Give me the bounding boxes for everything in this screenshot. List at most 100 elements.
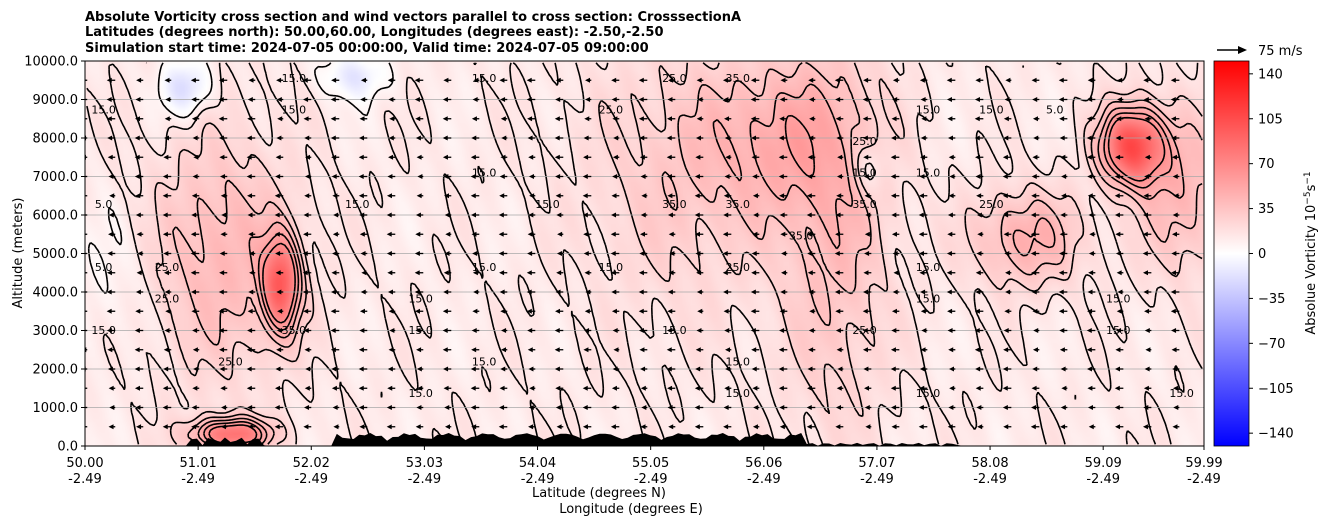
wind-vector-head bbox=[107, 154, 113, 160]
contour-label: 25.0 bbox=[155, 261, 180, 274]
wind-vector-head bbox=[248, 251, 254, 256]
wind-vector-head bbox=[1170, 97, 1176, 102]
wind-vector-head bbox=[276, 77, 282, 83]
wind-vector-head bbox=[163, 154, 169, 160]
y-tick-label: 8000.0 bbox=[33, 132, 79, 147]
wind-vector-head bbox=[947, 231, 953, 237]
wind-vector-head bbox=[724, 116, 730, 122]
wind-vector-head bbox=[1032, 97, 1038, 102]
wind-vector-head bbox=[107, 135, 113, 141]
wind-vector-head bbox=[695, 135, 701, 141]
wind-vector-head bbox=[416, 154, 422, 160]
wind-vector-head bbox=[613, 347, 619, 353]
wind-vector-head bbox=[1088, 251, 1094, 256]
wind-vector-head bbox=[1003, 116, 1009, 122]
wind-vector-head bbox=[500, 97, 506, 102]
wind-vector-head bbox=[864, 231, 870, 237]
contour-line bbox=[203, 112, 1173, 446]
wind-vector-head bbox=[220, 231, 226, 237]
wind-vector-head bbox=[302, 270, 308, 276]
wind-vector-head bbox=[163, 270, 169, 276]
wind-vector-head bbox=[807, 270, 813, 276]
contour-label: 35.0 bbox=[662, 198, 687, 211]
wind-vector-head bbox=[975, 366, 981, 372]
wind-vector-head bbox=[387, 77, 393, 83]
y-tick-label: 4000.0 bbox=[33, 286, 79, 301]
wind-vector-head bbox=[666, 328, 672, 333]
wind-vector-head bbox=[218, 135, 224, 141]
wind-vector-head bbox=[835, 97, 841, 102]
y-axis-label: Altitude (meters) bbox=[11, 198, 26, 309]
wind-vector-head bbox=[584, 116, 590, 122]
wind-vector-head bbox=[305, 154, 311, 160]
wind-vector-head bbox=[723, 308, 729, 314]
wind-vector-head bbox=[1087, 308, 1093, 314]
wind-vector-head bbox=[862, 328, 868, 333]
colorbar-label: Absolue Vorticity 10−5s−1 bbox=[1303, 171, 1319, 334]
x-tick-label-longitude: -2.49 bbox=[1086, 472, 1120, 487]
wind-vector-head bbox=[275, 366, 281, 372]
wind-vector-head bbox=[304, 135, 310, 141]
wind-vector-head bbox=[695, 347, 701, 353]
colorbar-label-text: Absolue Vorticity 10 bbox=[1304, 205, 1319, 335]
contour-label: 15.0 bbox=[472, 261, 497, 274]
wind-vector-head bbox=[753, 405, 759, 410]
wind-vector-head bbox=[862, 97, 868, 102]
wind-vector-head bbox=[638, 328, 644, 333]
wind-vector-head bbox=[946, 77, 952, 83]
wind-vector-head bbox=[302, 251, 308, 256]
wind-vector-head bbox=[697, 308, 703, 314]
y-tick-label: 0.0 bbox=[57, 440, 78, 455]
wind-vector-head bbox=[359, 328, 365, 333]
wind-vector-head bbox=[473, 77, 479, 83]
wind-vector-head bbox=[1061, 385, 1067, 391]
wind-vector-head bbox=[725, 154, 731, 160]
wind-vector-head bbox=[722, 251, 728, 256]
wind-vector-head bbox=[1143, 193, 1149, 199]
wind-vector-head bbox=[807, 251, 813, 256]
wind-vector-head bbox=[808, 135, 814, 141]
wind-vector-head bbox=[1032, 154, 1038, 160]
wind-vector-head bbox=[809, 308, 815, 314]
colorbar-tick-label: 140 bbox=[1258, 67, 1283, 82]
wind-vector-head bbox=[751, 270, 757, 276]
wind-vector-head bbox=[863, 366, 869, 372]
wind-vector-head bbox=[918, 405, 924, 410]
contour-line bbox=[172, 62, 1203, 445]
wind-vector-head bbox=[921, 328, 927, 333]
wind-vector-head bbox=[1033, 328, 1039, 333]
wind-vector-head bbox=[975, 77, 981, 83]
wind-vector-head bbox=[414, 77, 420, 83]
wind-vector-head bbox=[472, 97, 478, 102]
wind-vector-head bbox=[163, 135, 169, 141]
wind-vector-head bbox=[1088, 424, 1094, 430]
wind-vector-head bbox=[330, 328, 336, 333]
wind-vector-head bbox=[919, 251, 925, 256]
wind-vector-head bbox=[1003, 212, 1009, 218]
wind-vector-head bbox=[219, 270, 225, 276]
wind-vector-head bbox=[360, 77, 366, 83]
wind-vector-head bbox=[891, 405, 897, 410]
wind-vector-head bbox=[891, 308, 897, 314]
wind-vector-head bbox=[1003, 231, 1009, 237]
wind-vector-head bbox=[1060, 154, 1066, 160]
wind-vector-head bbox=[360, 97, 366, 102]
wind-vector-head bbox=[330, 308, 336, 314]
wind-vector-head bbox=[918, 231, 924, 237]
wind-vector-head bbox=[976, 193, 982, 199]
wind-vector-head bbox=[386, 424, 392, 430]
wind-vector-head bbox=[164, 116, 170, 122]
wind-vector-head bbox=[863, 77, 869, 83]
x-tick-label-latitude: 54.04 bbox=[519, 456, 556, 471]
wind-vector-head bbox=[892, 77, 898, 83]
wind-vector-head bbox=[527, 116, 533, 122]
wind-vector-head bbox=[274, 405, 280, 410]
wind-vector-head bbox=[528, 174, 534, 179]
wind-vector-head bbox=[582, 405, 588, 410]
wind-vector-head bbox=[470, 385, 476, 391]
title-line-1: Absolute Vorticity cross section and win… bbox=[85, 10, 741, 25]
wind-vector-head bbox=[974, 328, 980, 333]
wind-vector-head bbox=[921, 116, 927, 122]
wind-vector-head bbox=[218, 308, 224, 314]
